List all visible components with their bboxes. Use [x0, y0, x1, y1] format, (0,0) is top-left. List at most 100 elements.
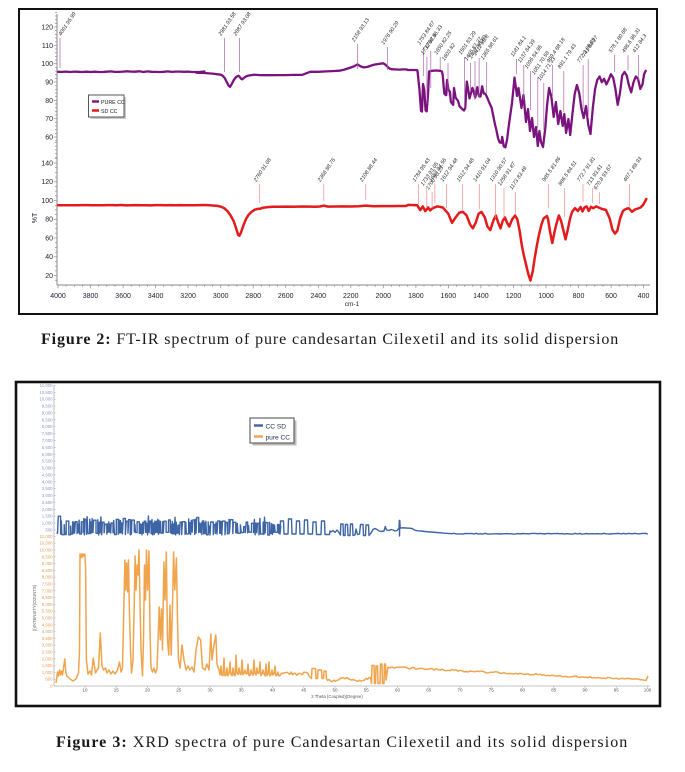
svg-text:6,500: 6,500 [42, 445, 53, 450]
svg-text:140: 140 [41, 160, 53, 167]
svg-text:1000: 1000 [538, 293, 554, 300]
svg-text:1,500: 1,500 [42, 514, 53, 519]
svg-text:3600: 3600 [115, 293, 131, 300]
svg-text:9,500: 9,500 [42, 554, 53, 559]
svg-text:40: 40 [45, 254, 53, 261]
svg-text:45: 45 [301, 688, 307, 693]
svg-text:9,500: 9,500 [42, 404, 53, 409]
svg-text:80: 80 [45, 98, 53, 105]
svg-text:SD CC: SD CC [101, 109, 118, 115]
svg-text:3200: 3200 [180, 293, 196, 300]
svg-text:120: 120 [41, 179, 53, 186]
svg-text:60: 60 [45, 235, 53, 242]
svg-text:0: 0 [50, 684, 53, 689]
svg-text:25: 25 [176, 688, 182, 693]
svg-text:80: 80 [520, 688, 526, 693]
svg-text:PURE CC: PURE CC [101, 100, 125, 106]
svg-text:75: 75 [489, 688, 495, 693]
svg-text:3,500: 3,500 [42, 486, 53, 491]
svg-text:1,000: 1,000 [42, 521, 53, 526]
svg-text:7,000: 7,000 [42, 438, 53, 443]
svg-text:5,500: 5,500 [42, 459, 53, 464]
svg-text:4,000: 4,000 [42, 629, 53, 634]
svg-text:(I)INTENSITY(COUNTS): (I)INTENSITY(COUNTS) [32, 584, 37, 631]
svg-text:1600: 1600 [441, 293, 457, 300]
svg-text:2 Theta (Coupled)(Degree): 2 Theta (Coupled)(Degree) [311, 694, 363, 699]
svg-text:2200: 2200 [343, 293, 359, 300]
svg-text:CC SD: CC SD [266, 423, 287, 430]
svg-text:2600: 2600 [278, 293, 294, 300]
svg-text:4,000: 4,000 [42, 479, 53, 484]
svg-text:3800: 3800 [83, 293, 99, 300]
svg-text:4,500: 4,500 [42, 622, 53, 627]
svg-text:10,000: 10,000 [39, 548, 53, 553]
svg-text:60: 60 [395, 688, 401, 693]
svg-text:11,000: 11,000 [40, 383, 53, 388]
svg-text:2,500: 2,500 [42, 500, 53, 505]
svg-text:3,000: 3,000 [42, 493, 53, 498]
svg-text:70: 70 [45, 116, 53, 123]
svg-text:3,500: 3,500 [42, 636, 53, 641]
svg-text:55: 55 [364, 688, 370, 693]
svg-text:1,000: 1,000 [42, 670, 53, 675]
svg-text:5,000: 5,000 [42, 466, 53, 471]
svg-text:6,000: 6,000 [42, 452, 53, 457]
svg-text:10,500: 10,500 [39, 390, 53, 395]
svg-text:3,000: 3,000 [42, 643, 53, 648]
svg-text:10: 10 [82, 688, 88, 693]
svg-text:cm-1: cm-1 [345, 301, 360, 308]
svg-text:40: 40 [270, 688, 276, 693]
svg-text:6,500: 6,500 [42, 595, 53, 600]
svg-text:Figure 3: XRD spectra of pure: Figure 3: XRD spectra of pure Candesarta… [56, 734, 628, 751]
svg-text:80: 80 [45, 217, 53, 224]
svg-text:2,500: 2,500 [42, 650, 53, 655]
svg-text:65: 65 [426, 688, 432, 693]
svg-text:4,500: 4,500 [42, 472, 53, 477]
svg-text:2400: 2400 [311, 293, 327, 300]
svg-text:8,500: 8,500 [42, 568, 53, 573]
svg-text:10,000: 10,000 [39, 397, 53, 402]
svg-text:100: 100 [644, 688, 652, 693]
svg-text:pure CC: pure CC [266, 434, 291, 441]
svg-text:20: 20 [45, 273, 53, 280]
svg-text:600: 600 [605, 293, 617, 300]
svg-text:2000: 2000 [376, 293, 392, 300]
svg-text:7,500: 7,500 [42, 431, 53, 436]
svg-text:500: 500 [45, 528, 53, 533]
svg-text:120: 120 [41, 24, 53, 31]
svg-text:90: 90 [45, 79, 53, 86]
svg-text:2,000: 2,000 [42, 656, 53, 661]
svg-text:4000: 4000 [50, 293, 66, 300]
svg-text:8,500: 8,500 [42, 417, 53, 422]
svg-text:5,500: 5,500 [42, 609, 53, 614]
svg-text:30: 30 [207, 688, 213, 693]
svg-text:500: 500 [45, 677, 53, 682]
svg-text:7,500: 7,500 [42, 582, 53, 587]
svg-text:50: 50 [332, 688, 338, 693]
svg-text:7,000: 7,000 [42, 588, 53, 593]
svg-text:9,000: 9,000 [42, 561, 53, 566]
svg-text:3000: 3000 [213, 293, 229, 300]
svg-text:400: 400 [638, 293, 650, 300]
svg-text:3400: 3400 [148, 293, 164, 300]
svg-text:100: 100 [41, 61, 53, 68]
svg-text:%T: %T [32, 212, 39, 223]
svg-text:35: 35 [239, 688, 245, 693]
svg-text:70: 70 [457, 688, 463, 693]
svg-text:11,000: 11,000 [40, 534, 53, 539]
svg-text:20: 20 [145, 688, 151, 693]
svg-text:5,000: 5,000 [42, 616, 53, 621]
svg-text:100: 100 [41, 198, 53, 205]
svg-text:60: 60 [45, 134, 53, 141]
svg-text:85: 85 [551, 688, 557, 693]
svg-text:Figure 2: FT-IR spectrum of pu: Figure 2: FT-IR spectrum of pure candesa… [41, 331, 619, 348]
svg-text:90: 90 [582, 688, 588, 693]
svg-text:9,000: 9,000 [42, 410, 53, 415]
svg-text:1200: 1200 [506, 293, 522, 300]
svg-text:8,000: 8,000 [42, 575, 53, 580]
svg-text:800: 800 [573, 293, 585, 300]
svg-text:6,000: 6,000 [42, 602, 53, 607]
svg-text:8,000: 8,000 [42, 424, 53, 429]
svg-text:95: 95 [614, 688, 620, 693]
svg-text:1400: 1400 [473, 293, 489, 300]
